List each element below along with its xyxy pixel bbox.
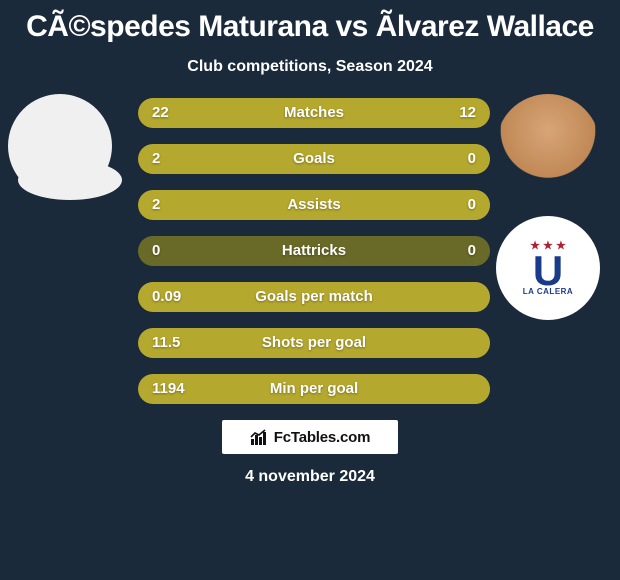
comparison-panel: ★ ★ ★ U LA CALERA 22Matches12 2Goals0 2Ass… (0, 98, 620, 404)
stat-label: Matches (138, 98, 490, 128)
stat-label: Min per goal (138, 374, 490, 404)
stat-row: 22Matches12 (138, 98, 490, 128)
stat-rows: 22Matches122Goals02Assists00Hattricks00.… (138, 98, 490, 404)
stat-value-right: 0 (468, 236, 476, 266)
stat-row: 1194Min per goal (138, 374, 490, 404)
right-player-avatar (496, 94, 600, 198)
source-text: FcTables.com (274, 429, 371, 446)
stat-row: 0.09Goals per match (138, 282, 490, 312)
stat-label: Hattricks (138, 236, 490, 266)
page-date: 4 november 2024 (0, 468, 620, 486)
source-badge: FcTables.com (222, 420, 398, 454)
face-placeholder-icon (496, 94, 600, 198)
stat-value-right: 0 (468, 144, 476, 174)
page-title: CÃ©spedes Maturana vs Ãlvarez Wallace (0, 0, 620, 44)
badge-arc-text: LA CALERA (523, 288, 573, 296)
badge-letter: U (523, 250, 573, 292)
page-subtitle: Club competitions, Season 2024 (0, 58, 620, 76)
stat-value-right: 12 (459, 98, 476, 128)
stat-label: Shots per goal (138, 328, 490, 358)
stat-row: 2Assists0 (138, 190, 490, 220)
stat-row: 2Goals0 (138, 144, 490, 174)
stat-label: Assists (138, 190, 490, 220)
stat-row: 11.5Shots per goal (138, 328, 490, 358)
stat-label: Goals (138, 144, 490, 174)
club-badge-content: ★ ★ ★ U LA CALERA (523, 241, 573, 296)
stat-label: Goals per match (138, 282, 490, 312)
left-club-badge (18, 160, 122, 200)
stat-row: 0Hattricks0 (138, 236, 490, 266)
right-club-badge: ★ ★ ★ U LA CALERA (496, 216, 600, 320)
stat-value-right: 0 (468, 190, 476, 220)
chart-icon (250, 428, 268, 446)
